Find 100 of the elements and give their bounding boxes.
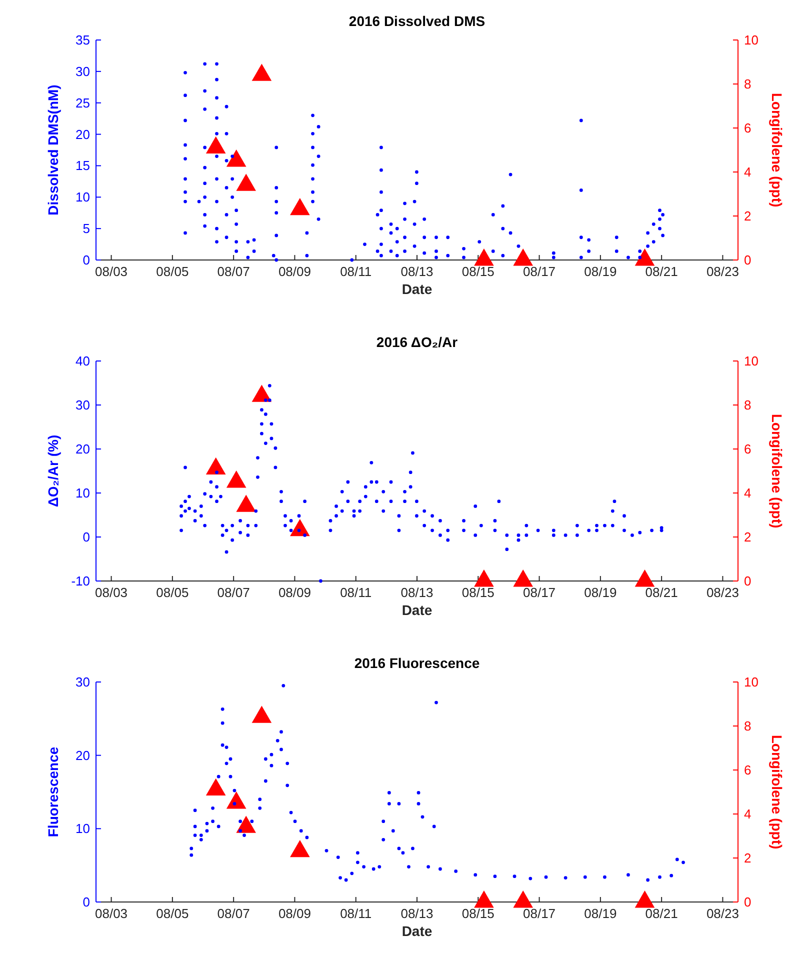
y-tick-label: 0 (82, 530, 90, 544)
y-tick-label: 10 (76, 486, 90, 500)
x-tick-label: 08/05 (156, 585, 189, 600)
y-tick-label: 40 (76, 354, 90, 368)
x-tick-label: 08/21 (645, 906, 678, 921)
x-tick-label: 08/15 (462, 264, 494, 279)
x-tick-label: 08/09 (278, 585, 311, 600)
point (236, 174, 256, 191)
x-tick-label: 08/15 (462, 585, 494, 600)
x-tick-label: 08/23 (706, 906, 739, 921)
chart-title: 2016 Fluorescence (354, 655, 480, 671)
y-tick-label: 20 (76, 748, 90, 763)
x-tick-label: 08/03 (95, 585, 128, 600)
point (634, 890, 655, 908)
x-tick-label: 08/11 (340, 585, 372, 600)
x-tick-label: 08/23 (706, 264, 739, 279)
x-tick-label: 08/07 (217, 264, 250, 279)
y2-tick-label: 4 (744, 486, 752, 500)
y2-tick-label: 2 (744, 208, 752, 224)
y2-axis-title: Longifolene (ppt) (769, 414, 785, 528)
y2-tick-label: 4 (744, 164, 752, 180)
x-axis-title: Date (402, 923, 432, 939)
y-axis-title: ΔO₂/Ar (%) (45, 434, 61, 508)
y2-axis-title: Longifolene (ppt) (769, 734, 785, 850)
point (290, 198, 310, 216)
point (474, 570, 494, 587)
x-tick-label: 08/03 (95, 906, 128, 921)
point (252, 64, 272, 81)
y-tick-label: 35 (76, 32, 90, 48)
point (290, 840, 310, 858)
x-tick-label: 08/19 (584, 906, 617, 921)
point (226, 470, 246, 488)
x-tick-label: 08/13 (400, 585, 434, 600)
y2-tick-label: 8 (744, 718, 752, 734)
y-tick-label: 30 (76, 674, 90, 690)
y-axis-title: Dissolved DMS(nM) (45, 84, 61, 216)
y2-axis-title: Longifolene (ppt) (769, 92, 785, 208)
y-tick-label: 0 (82, 252, 90, 268)
x-tick-label: 08/05 (156, 264, 189, 279)
y-tick-label: 0 (82, 894, 90, 910)
point (513, 890, 533, 908)
point (236, 816, 256, 833)
x-tick-label: 08/09 (278, 906, 311, 921)
y2-tick-label: 2 (744, 530, 752, 544)
y-tick-label: 30 (76, 64, 90, 79)
x-tick-label: 08/19 (584, 264, 617, 279)
point (513, 248, 533, 266)
x-tick-label: 08/15 (462, 906, 494, 921)
point (206, 778, 226, 796)
y2-tick-label: 6 (744, 762, 752, 778)
y-tick-label: 15 (76, 158, 90, 174)
y-tick-label: 10 (76, 821, 90, 836)
x-tick-label: 08/17 (523, 906, 556, 921)
x-axis-title: Date (402, 281, 432, 297)
x-tick-label: 08/21 (645, 264, 678, 279)
x-tick-label: 08/21 (645, 585, 678, 600)
y2-tick-label: 4 (744, 806, 752, 822)
y2-tick-label: 6 (744, 120, 752, 136)
y-tick-label: 20 (76, 442, 90, 456)
point (206, 136, 226, 154)
x-tick-label: 08/05 (156, 906, 189, 921)
point (474, 248, 494, 266)
point (634, 570, 655, 587)
y-axis-title: Fluorescence (45, 746, 61, 838)
point (236, 494, 256, 512)
x-tick-label: 08/11 (340, 906, 372, 921)
y2-tick-label: 10 (744, 32, 758, 48)
y-tick-label: 30 (76, 398, 90, 412)
chart-title: 2016 Dissolved DMS (348, 13, 486, 29)
y2-tick-label: 2 (744, 850, 752, 866)
y2-tick-label: 10 (744, 674, 758, 690)
x-tick-label: 08/03 (95, 264, 128, 279)
point (252, 384, 272, 402)
y-tick-label: 10 (76, 190, 90, 205)
x-tick-label: 08/11 (340, 264, 372, 279)
point (513, 570, 533, 587)
x-tick-label: 08/07 (217, 585, 250, 600)
x-tick-label: 08/17 (523, 585, 556, 600)
point (226, 792, 246, 809)
x-axis-title: Date (402, 602, 432, 618)
x-tick-label: 08/09 (278, 264, 311, 279)
y2-tick-label: 10 (744, 354, 758, 368)
y2-tick-label: 8 (744, 76, 752, 92)
x-tick-label: 08/17 (523, 264, 556, 279)
x-tick-label: 08/13 (400, 906, 434, 921)
point (634, 248, 655, 266)
y2-tick-label: 0 (744, 252, 752, 268)
y-tick-label: 5 (82, 221, 90, 236)
x-tick-label: 08/23 (706, 585, 739, 600)
chart-title: 2016 ΔO₂/Ar (376, 334, 458, 350)
x-tick-label: 08/13 (400, 264, 434, 279)
y2-tick-label: 6 (744, 442, 752, 456)
y2-tick-label: 0 (744, 894, 752, 910)
x-tick-label: 08/19 (584, 585, 617, 600)
y-tick-label: 20 (76, 126, 90, 142)
y2-tick-label: 0 (744, 574, 752, 588)
point (206, 457, 226, 475)
y-tick-label: -10 (71, 574, 90, 588)
point (474, 890, 494, 908)
y-tick-label: 25 (76, 95, 90, 110)
